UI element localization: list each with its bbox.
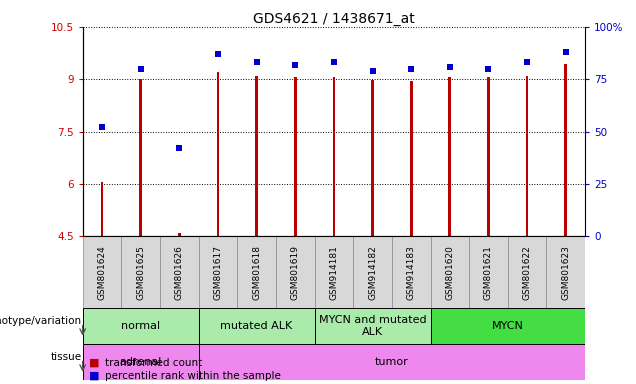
Text: tumor: tumor bbox=[375, 357, 409, 367]
Bar bbox=[255, 76, 258, 236]
Text: GSM801619: GSM801619 bbox=[291, 245, 300, 300]
Text: GSM801626: GSM801626 bbox=[175, 245, 184, 300]
Bar bbox=[100, 182, 104, 236]
Bar bbox=[371, 80, 374, 236]
Bar bbox=[276, 236, 315, 308]
Bar bbox=[315, 236, 353, 308]
Bar bbox=[508, 236, 546, 308]
Text: transformed count: transformed count bbox=[105, 358, 202, 368]
Bar bbox=[546, 236, 585, 308]
Bar bbox=[83, 344, 198, 380]
Text: GSM914182: GSM914182 bbox=[368, 245, 377, 300]
Bar bbox=[353, 236, 392, 308]
Text: GSM801624: GSM801624 bbox=[97, 245, 106, 300]
Bar bbox=[315, 308, 431, 344]
Text: GSM801620: GSM801620 bbox=[445, 245, 454, 300]
Bar bbox=[83, 308, 198, 344]
Bar bbox=[198, 344, 585, 380]
Bar bbox=[237, 236, 276, 308]
Text: GSM801618: GSM801618 bbox=[252, 245, 261, 300]
Bar bbox=[160, 236, 198, 308]
Text: GSM914183: GSM914183 bbox=[406, 245, 416, 300]
Bar bbox=[487, 77, 490, 236]
Text: percentile rank within the sample: percentile rank within the sample bbox=[105, 371, 281, 381]
Text: tissue: tissue bbox=[51, 352, 82, 362]
Bar bbox=[198, 308, 315, 344]
Bar bbox=[198, 236, 237, 308]
Text: GSM801622: GSM801622 bbox=[523, 245, 532, 300]
Text: genotype/variation: genotype/variation bbox=[0, 316, 82, 326]
Text: mutated ALK: mutated ALK bbox=[221, 321, 293, 331]
Text: GSM801625: GSM801625 bbox=[136, 245, 145, 300]
Bar bbox=[178, 233, 181, 236]
Text: GSM914181: GSM914181 bbox=[329, 245, 338, 300]
Bar bbox=[294, 77, 296, 236]
Bar bbox=[83, 236, 121, 308]
Bar bbox=[431, 236, 469, 308]
Bar bbox=[526, 76, 529, 236]
Text: normal: normal bbox=[121, 321, 160, 331]
Text: MYCN: MYCN bbox=[492, 321, 524, 331]
Bar bbox=[410, 81, 413, 236]
Bar bbox=[121, 236, 160, 308]
Text: ■: ■ bbox=[89, 358, 100, 368]
Bar bbox=[564, 63, 567, 236]
Text: GSM801623: GSM801623 bbox=[562, 245, 570, 300]
Text: GSM801621: GSM801621 bbox=[484, 245, 493, 300]
Text: GSM801617: GSM801617 bbox=[214, 245, 223, 300]
Bar bbox=[431, 308, 585, 344]
Text: MYCN and mutated
ALK: MYCN and mutated ALK bbox=[319, 315, 426, 337]
Bar bbox=[217, 72, 219, 236]
Bar bbox=[139, 79, 142, 236]
Text: adrenal: adrenal bbox=[120, 357, 162, 367]
Bar bbox=[392, 236, 431, 308]
Bar bbox=[448, 77, 451, 236]
Text: ■: ■ bbox=[89, 371, 100, 381]
Bar bbox=[333, 77, 335, 236]
Title: GDS4621 / 1438671_at: GDS4621 / 1438671_at bbox=[253, 12, 415, 26]
Bar bbox=[469, 236, 508, 308]
